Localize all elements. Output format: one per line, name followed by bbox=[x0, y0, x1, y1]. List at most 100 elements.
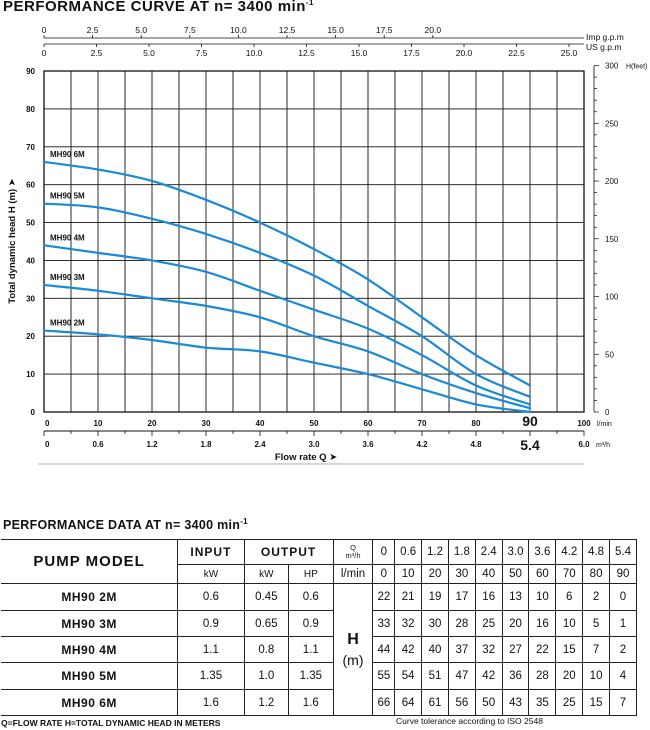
head-value: 20 bbox=[501, 610, 530, 637]
x-tick-label: 50 bbox=[310, 419, 319, 428]
curve-label: MH90 3M bbox=[50, 273, 85, 282]
head-value: 37 bbox=[447, 636, 476, 663]
head-value: 5 bbox=[582, 610, 610, 637]
feet-tick-label: 200 bbox=[605, 177, 619, 186]
table-row: MH90 6M 1.6 1.2 1.6 66 64 61 56 50 43 35… bbox=[1, 689, 637, 716]
head-value: 1 bbox=[609, 610, 637, 637]
y-tick-label: 70 bbox=[26, 143, 35, 152]
m3h-tick-label: 4.2 bbox=[416, 440, 428, 449]
head-value: 17 bbox=[447, 583, 476, 611]
head-value: 10 bbox=[555, 610, 584, 637]
imp-gpm-unit-label: Imp g.p.m bbox=[586, 32, 624, 42]
head-value: 4 bbox=[609, 662, 637, 690]
feet-tick-label: 150 bbox=[605, 235, 619, 244]
imp-gpm-tick-label: 0 bbox=[42, 25, 47, 35]
head-value: 55 bbox=[372, 662, 396, 690]
y-axis-label: Total dynamic head H (m) ➤ bbox=[7, 178, 18, 304]
table-row: MH90 2M 0.6 0.45 0.6 H (m) 22 21 19 17 16… bbox=[1, 583, 637, 716]
head-value: 43 bbox=[501, 689, 530, 716]
head-value: 19 bbox=[421, 583, 449, 611]
output-hp: 1.1 bbox=[288, 636, 334, 663]
y-tick-label: 80 bbox=[26, 105, 35, 114]
input-kw: 1.1 bbox=[177, 636, 245, 663]
q-m3h-cell: 1.2 bbox=[421, 539, 449, 565]
feet-tick-label: 300 bbox=[605, 62, 619, 71]
output-hp: 1.35 bbox=[288, 662, 334, 690]
q-lmin-cell: 30 bbox=[447, 564, 476, 584]
head-value: 35 bbox=[528, 689, 557, 716]
x-tick-label-emphasis: 90 bbox=[522, 413, 538, 429]
footer-legend: Q=FLOW RATE H=TOTAL DYNAMIC HEAD IN METE… bbox=[1, 718, 221, 728]
table-row: MH90 5M 1.35 1.0 1.35 55 54 51 47 42 36 … bbox=[1, 662, 637, 690]
q-lmin-cell: 0 bbox=[372, 564, 396, 584]
head-value: 2 bbox=[609, 636, 637, 663]
us-gpm-tick-label: 0 bbox=[42, 48, 47, 58]
pump-curve bbox=[42, 283, 532, 410]
y-tick-label: 10 bbox=[26, 370, 35, 379]
q-lmin-cell: 20 bbox=[421, 564, 449, 584]
head-value: 42 bbox=[394, 636, 423, 663]
model-name: MH90 5M bbox=[1, 662, 179, 690]
feet-tick-label: 50 bbox=[605, 350, 614, 359]
head-value: 7 bbox=[582, 636, 610, 663]
output-hp: 1.6 bbox=[288, 689, 334, 716]
curve-label: MH90 6M bbox=[50, 150, 85, 159]
us-gpm-unit-label: US g.p.m bbox=[586, 42, 621, 52]
output-header: OUTPUT bbox=[243, 539, 334, 565]
q-m3h-cell: 4.8 bbox=[582, 539, 610, 565]
head-value: 13 bbox=[501, 583, 530, 611]
head-value: 56 bbox=[447, 689, 476, 716]
y-tick-label: 30 bbox=[26, 294, 35, 303]
m3h-tick-label: 1.8 bbox=[200, 440, 212, 449]
input-kw: 0.9 bbox=[177, 610, 245, 637]
q-lmin-cell: 10 bbox=[394, 564, 423, 584]
curve-label: MH90 4M bbox=[50, 233, 85, 242]
m3h-tick-label: 4.8 bbox=[470, 440, 482, 449]
input-kw: 0.6 bbox=[177, 583, 245, 611]
head-value: 32 bbox=[474, 636, 503, 663]
head-value: 50 bbox=[474, 689, 503, 716]
q-m3h-cell: 3.6 bbox=[528, 539, 557, 565]
feet-unit-label: H(feet) bbox=[626, 64, 647, 71]
head-value: 15 bbox=[555, 636, 584, 663]
head-value: 27 bbox=[501, 636, 530, 663]
lmin-unit: l/min bbox=[332, 564, 374, 584]
m3h-tick-label-emphasis: 5.4 bbox=[520, 437, 540, 453]
head-value: 21 bbox=[394, 583, 423, 611]
head-value: 7 bbox=[609, 689, 637, 716]
q-m3h-cell: 0.6 bbox=[394, 539, 423, 565]
performance-curve-chart: 0 10 20 30 40 50 60 70 80 90 Total dynamic head H … bbox=[7, 25, 647, 465]
x-tick-label: 30 bbox=[202, 419, 211, 428]
q-lmin-cell: 80 bbox=[582, 564, 610, 584]
table-title-text: PERFORMANCE DATA AT n= 3400 min bbox=[3, 518, 241, 533]
table-title: PERFORMANCE DATA AT n= 3400 min-1 bbox=[3, 517, 248, 532]
head-value: 0 bbox=[609, 583, 637, 611]
head-value: 10 bbox=[528, 583, 557, 611]
model-name: MH90 6M bbox=[1, 689, 179, 716]
us-gpm-tick-label: 10.0 bbox=[246, 48, 263, 58]
m3h-tick-label: 0.6 bbox=[92, 440, 104, 449]
m3h-tick-label: 3.0 bbox=[308, 440, 320, 449]
head-value: 25 bbox=[555, 689, 584, 716]
q-lmin-cell: 90 bbox=[609, 564, 637, 584]
head-value: 15 bbox=[582, 689, 610, 716]
q-lmin-cell: 50 bbox=[501, 564, 530, 584]
output-hp: 0.9 bbox=[288, 610, 334, 637]
m3h-tick-label: 2.4 bbox=[254, 440, 266, 449]
m3h-tick-label: 0 bbox=[45, 440, 50, 449]
q-unit: m³/h bbox=[345, 551, 361, 560]
h-label: H bbox=[347, 631, 359, 648]
head-value: 28 bbox=[528, 662, 557, 690]
us-gpm-tick-label: 2.5 bbox=[91, 48, 103, 58]
q-label: Q bbox=[350, 543, 356, 552]
imp-gpm-tick-label: 15.0 bbox=[327, 25, 344, 35]
model-name: MH90 3M bbox=[1, 610, 179, 637]
head-value: 16 bbox=[528, 610, 557, 637]
x-tick-label: 20 bbox=[148, 419, 157, 428]
q-lmin-cell: 40 bbox=[474, 564, 503, 584]
head-value: 22 bbox=[528, 636, 557, 663]
y-tick-label: 0 bbox=[31, 408, 36, 417]
curve-label: MH90 2M bbox=[50, 319, 85, 328]
y-tick-label: 90 bbox=[26, 67, 35, 76]
x-tick-label: 40 bbox=[256, 419, 265, 428]
